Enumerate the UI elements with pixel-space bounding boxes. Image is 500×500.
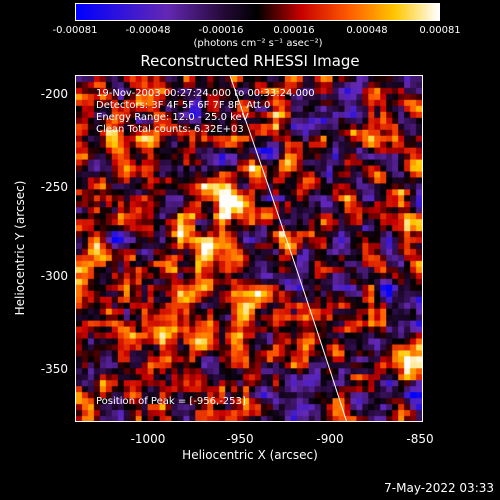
image-plot: 19-Nov-2003 00:27:24.000 to 00:33:24.000…	[75, 75, 423, 422]
colorbar-units: (photons cm⁻² s⁻¹ asec⁻²)	[193, 38, 323, 49]
info-time-range: 19-Nov-2003 00:27:24.000 to 00:33:24.000	[96, 88, 315, 99]
info-detectors: Detectors: 3F 4F 5F 6F 7F 8F, Att 0	[96, 100, 271, 111]
info-clean: Clean Total counts: 6.32E+03	[96, 124, 244, 135]
solar-limb-line	[229, 76, 347, 421]
x-tick-label: -900	[316, 432, 344, 446]
colorbar-tick: -0.00081	[52, 25, 98, 36]
colorbar	[75, 3, 440, 21]
y-tick-label: -250	[40, 180, 68, 194]
x-tick-label: -1000	[130, 432, 166, 446]
colorbar-tick: -0.00048	[125, 25, 171, 36]
colorbar-tick: 0.00081	[419, 25, 461, 36]
plot-title: Reconstructed RHESSI Image	[140, 52, 360, 70]
y-tick-label: -300	[40, 269, 68, 283]
y-axis-label: Heliocentric Y (arcsec)	[13, 180, 27, 316]
colorbar-tick: -0.00016	[198, 25, 244, 36]
x-tick-label: -950	[226, 432, 254, 446]
colorbar-tick: 0.00048	[346, 25, 388, 36]
y-tick-label: -350	[40, 362, 68, 376]
reconstructed-image	[76, 76, 422, 421]
peak-position: Position of Peak = [-956,-253]	[96, 396, 246, 407]
y-tick-label: -200	[40, 87, 68, 101]
colorbar-gradient	[75, 3, 440, 21]
timestamp: 7-May-2022 03:33	[384, 481, 494, 495]
colorbar-tick: 0.00016	[273, 25, 315, 36]
x-axis-label: Heliocentric X (arcsec)	[182, 448, 318, 462]
x-tick-label: -850	[406, 432, 434, 446]
info-energy: Energy Range: 12.0 - 25.0 keV	[96, 112, 249, 123]
